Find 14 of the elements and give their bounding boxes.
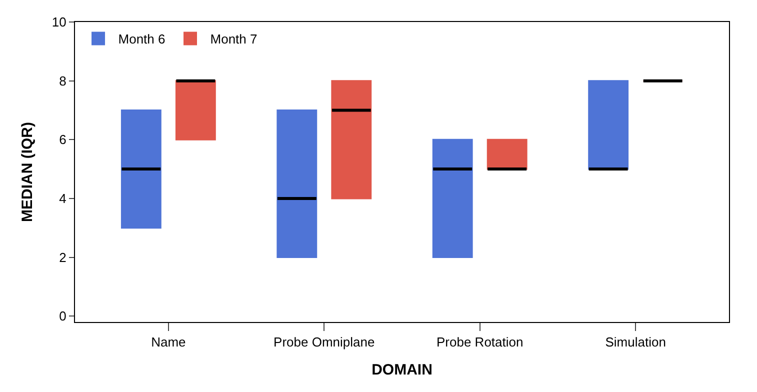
y-axis-title: MEDIAN (IQR) [19, 122, 36, 222]
x-tick-label: Probe Rotation [436, 334, 524, 350]
x-tick-label: Probe Omniplane [274, 334, 375, 350]
x-tick-label: Simulation [605, 334, 666, 350]
y-tick-label: 0 [59, 308, 66, 324]
x-tick-label: Name [151, 334, 186, 350]
y-tick-label: 8 [59, 73, 66, 88]
legend-label: Month 6 [118, 32, 166, 47]
y-tick-label: 6 [59, 132, 66, 148]
y-tick-label: 10 [52, 14, 66, 30]
y-tick-label: 4 [59, 191, 66, 206]
y-tick-label: 2 [59, 250, 66, 265]
x-axis-title: DOMAIN [372, 362, 432, 379]
legend-label: Month 7 [210, 32, 258, 47]
